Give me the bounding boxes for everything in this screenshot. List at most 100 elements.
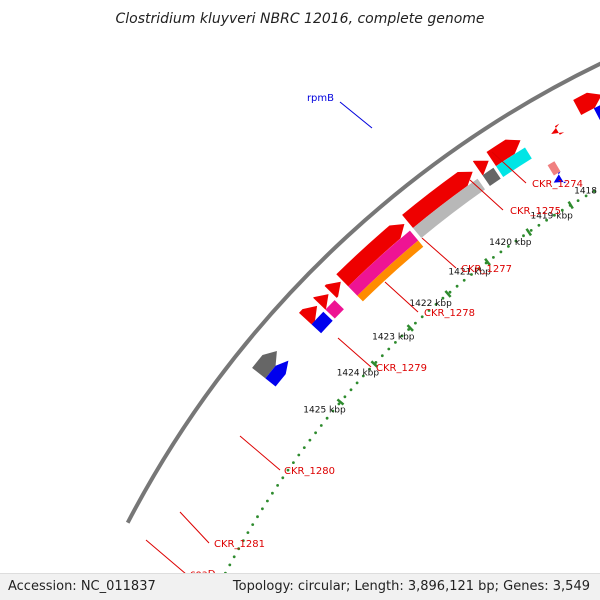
ruler-dot [308, 438, 312, 442]
ruler-dot [292, 461, 295, 464]
ruler-dot [337, 402, 341, 406]
gene-leader-line [339, 101, 373, 129]
kbp-tick-mark [336, 398, 345, 406]
ruler-dot [297, 453, 301, 457]
ruler-dot [537, 223, 541, 227]
ruler-dot [462, 278, 466, 282]
ruler-dot [314, 431, 317, 435]
ruler-dot [246, 531, 250, 534]
genome-title: Clostridium kluyveri NBRC 12016, complet… [115, 11, 484, 27]
gene-block-gray[interactable] [252, 351, 277, 379]
gene-leader-line [491, 151, 527, 184]
ruler-dot [522, 234, 525, 238]
ruler-dot [477, 267, 481, 271]
gene-labels[interactable]: rpmB CKR_1274 CKR_1275 CKR_1277 CKR_1278 CKR_… [145, 93, 583, 580]
gene-block-blue[interactable] [311, 311, 333, 334]
ruler-dot [420, 315, 424, 319]
ruler-dot [553, 213, 556, 217]
ruler-dot [261, 507, 264, 511]
ruler-dot [319, 424, 323, 427]
gene-label-rpmb[interactable]: rpmB [307, 93, 334, 104]
gene-label-ckr_1281[interactable]: CKR_1281 [214, 539, 265, 550]
topology-text: Topology: circular; Length: 3,896,121 bp… [232, 579, 590, 594]
ruler-dot [434, 303, 438, 306]
ruler-dot [276, 484, 279, 487]
ruler-dot [400, 334, 404, 338]
ruler-dot [414, 321, 417, 325]
gene-block-pink[interactable] [547, 161, 561, 176]
gene-block-magenta[interactable] [325, 300, 344, 319]
gene-block-red[interactable] [486, 139, 521, 167]
gene-leader-line [145, 539, 187, 575]
gene-block-blue[interactable] [593, 99, 600, 120]
gene-label-ckr_1275[interactable]: CKR_1275 [510, 206, 561, 217]
ruler-dot [302, 446, 306, 449]
ruler-dot [387, 347, 391, 351]
backbone-arc [125, 61, 600, 524]
kbp-tick-mark [484, 257, 491, 266]
gene-block-orange[interactable] [357, 240, 424, 302]
ruler-dot [251, 523, 255, 526]
gene-block-gray[interactable] [482, 167, 501, 186]
kbp-tick-label: 1418 kbp [574, 186, 600, 196]
gene-label-ckr_1279[interactable]: CKR_1279 [376, 363, 427, 374]
gene-leader-line [337, 337, 372, 368]
ruler-dot [237, 547, 241, 551]
kbp-tick-label: 1423 kbp [372, 333, 415, 343]
gene-label-ckr_1278[interactable]: CKR_1278 [424, 308, 475, 319]
ruler-dot [355, 381, 359, 385]
kbp-tick-mark [525, 228, 533, 237]
kbp-tick-mark [370, 360, 379, 368]
info-footer: Accession: NC_011837 Topology: circular;… [0, 573, 600, 600]
ruler-dot [441, 296, 445, 300]
gene-block-magenta[interactable] [348, 230, 419, 296]
gene-block-blue[interactable] [265, 360, 289, 387]
gene-block-blue[interactable] [553, 171, 567, 184]
genome-backbone [125, 61, 600, 524]
gene-block-cyan[interactable] [496, 147, 532, 178]
ruler-dot [507, 245, 510, 248]
gene-leader-line [179, 511, 210, 544]
gene-block-red[interactable] [551, 123, 565, 135]
gene-block-red[interactable] [402, 171, 473, 228]
gene-leader-line [421, 237, 457, 269]
kbp-tick-mark [567, 200, 574, 210]
ruler-dot [545, 218, 548, 222]
ruler-dot [325, 416, 329, 420]
kbp-tick-label: 1422 kbp [409, 299, 452, 309]
gene-leader-line [469, 179, 504, 211]
gene-block-gray[interactable] [413, 178, 485, 238]
ruler-dot [374, 361, 378, 364]
ruler-dot [271, 491, 274, 495]
kbp-tick-label: 1421 kbp [448, 267, 491, 277]
gene-label-ckr_1280[interactable]: CKR_1280 [284, 466, 335, 477]
gene-label-ckr_1274[interactable]: CKR_1274 [532, 179, 583, 190]
ruler-dot [286, 468, 290, 472]
gene-block-red[interactable] [299, 305, 318, 325]
kbp-tick-label: 1424 kbp [337, 368, 380, 378]
gene-block-red[interactable] [472, 160, 489, 176]
accession-text: Accession: NC_011837 [8, 579, 156, 594]
gene-block-red[interactable] [324, 281, 341, 298]
gene-leader-line [239, 435, 281, 471]
gene-tracks[interactable] [252, 62, 600, 387]
ruler-dot [394, 341, 397, 344]
gene-label-ckr_1277[interactable]: CKR_1277 [461, 264, 512, 275]
ruler-dot [499, 250, 503, 254]
ruler-dot [492, 256, 495, 259]
ruler-dot [266, 499, 269, 503]
ruler-dot [361, 374, 365, 378]
ruler-dot [256, 515, 259, 519]
ruler-dot [331, 409, 335, 413]
ruler-dot [529, 229, 533, 232]
ruler-dot [349, 388, 353, 392]
gene-block-red[interactable] [313, 294, 329, 310]
ruler-dot [343, 395, 347, 399]
kbp-tick-mark [444, 290, 452, 298]
gene-block-red[interactable] [336, 224, 405, 287]
gene-block-red[interactable] [573, 92, 600, 115]
kbp-tick-label: 1420 kbp [489, 238, 532, 248]
